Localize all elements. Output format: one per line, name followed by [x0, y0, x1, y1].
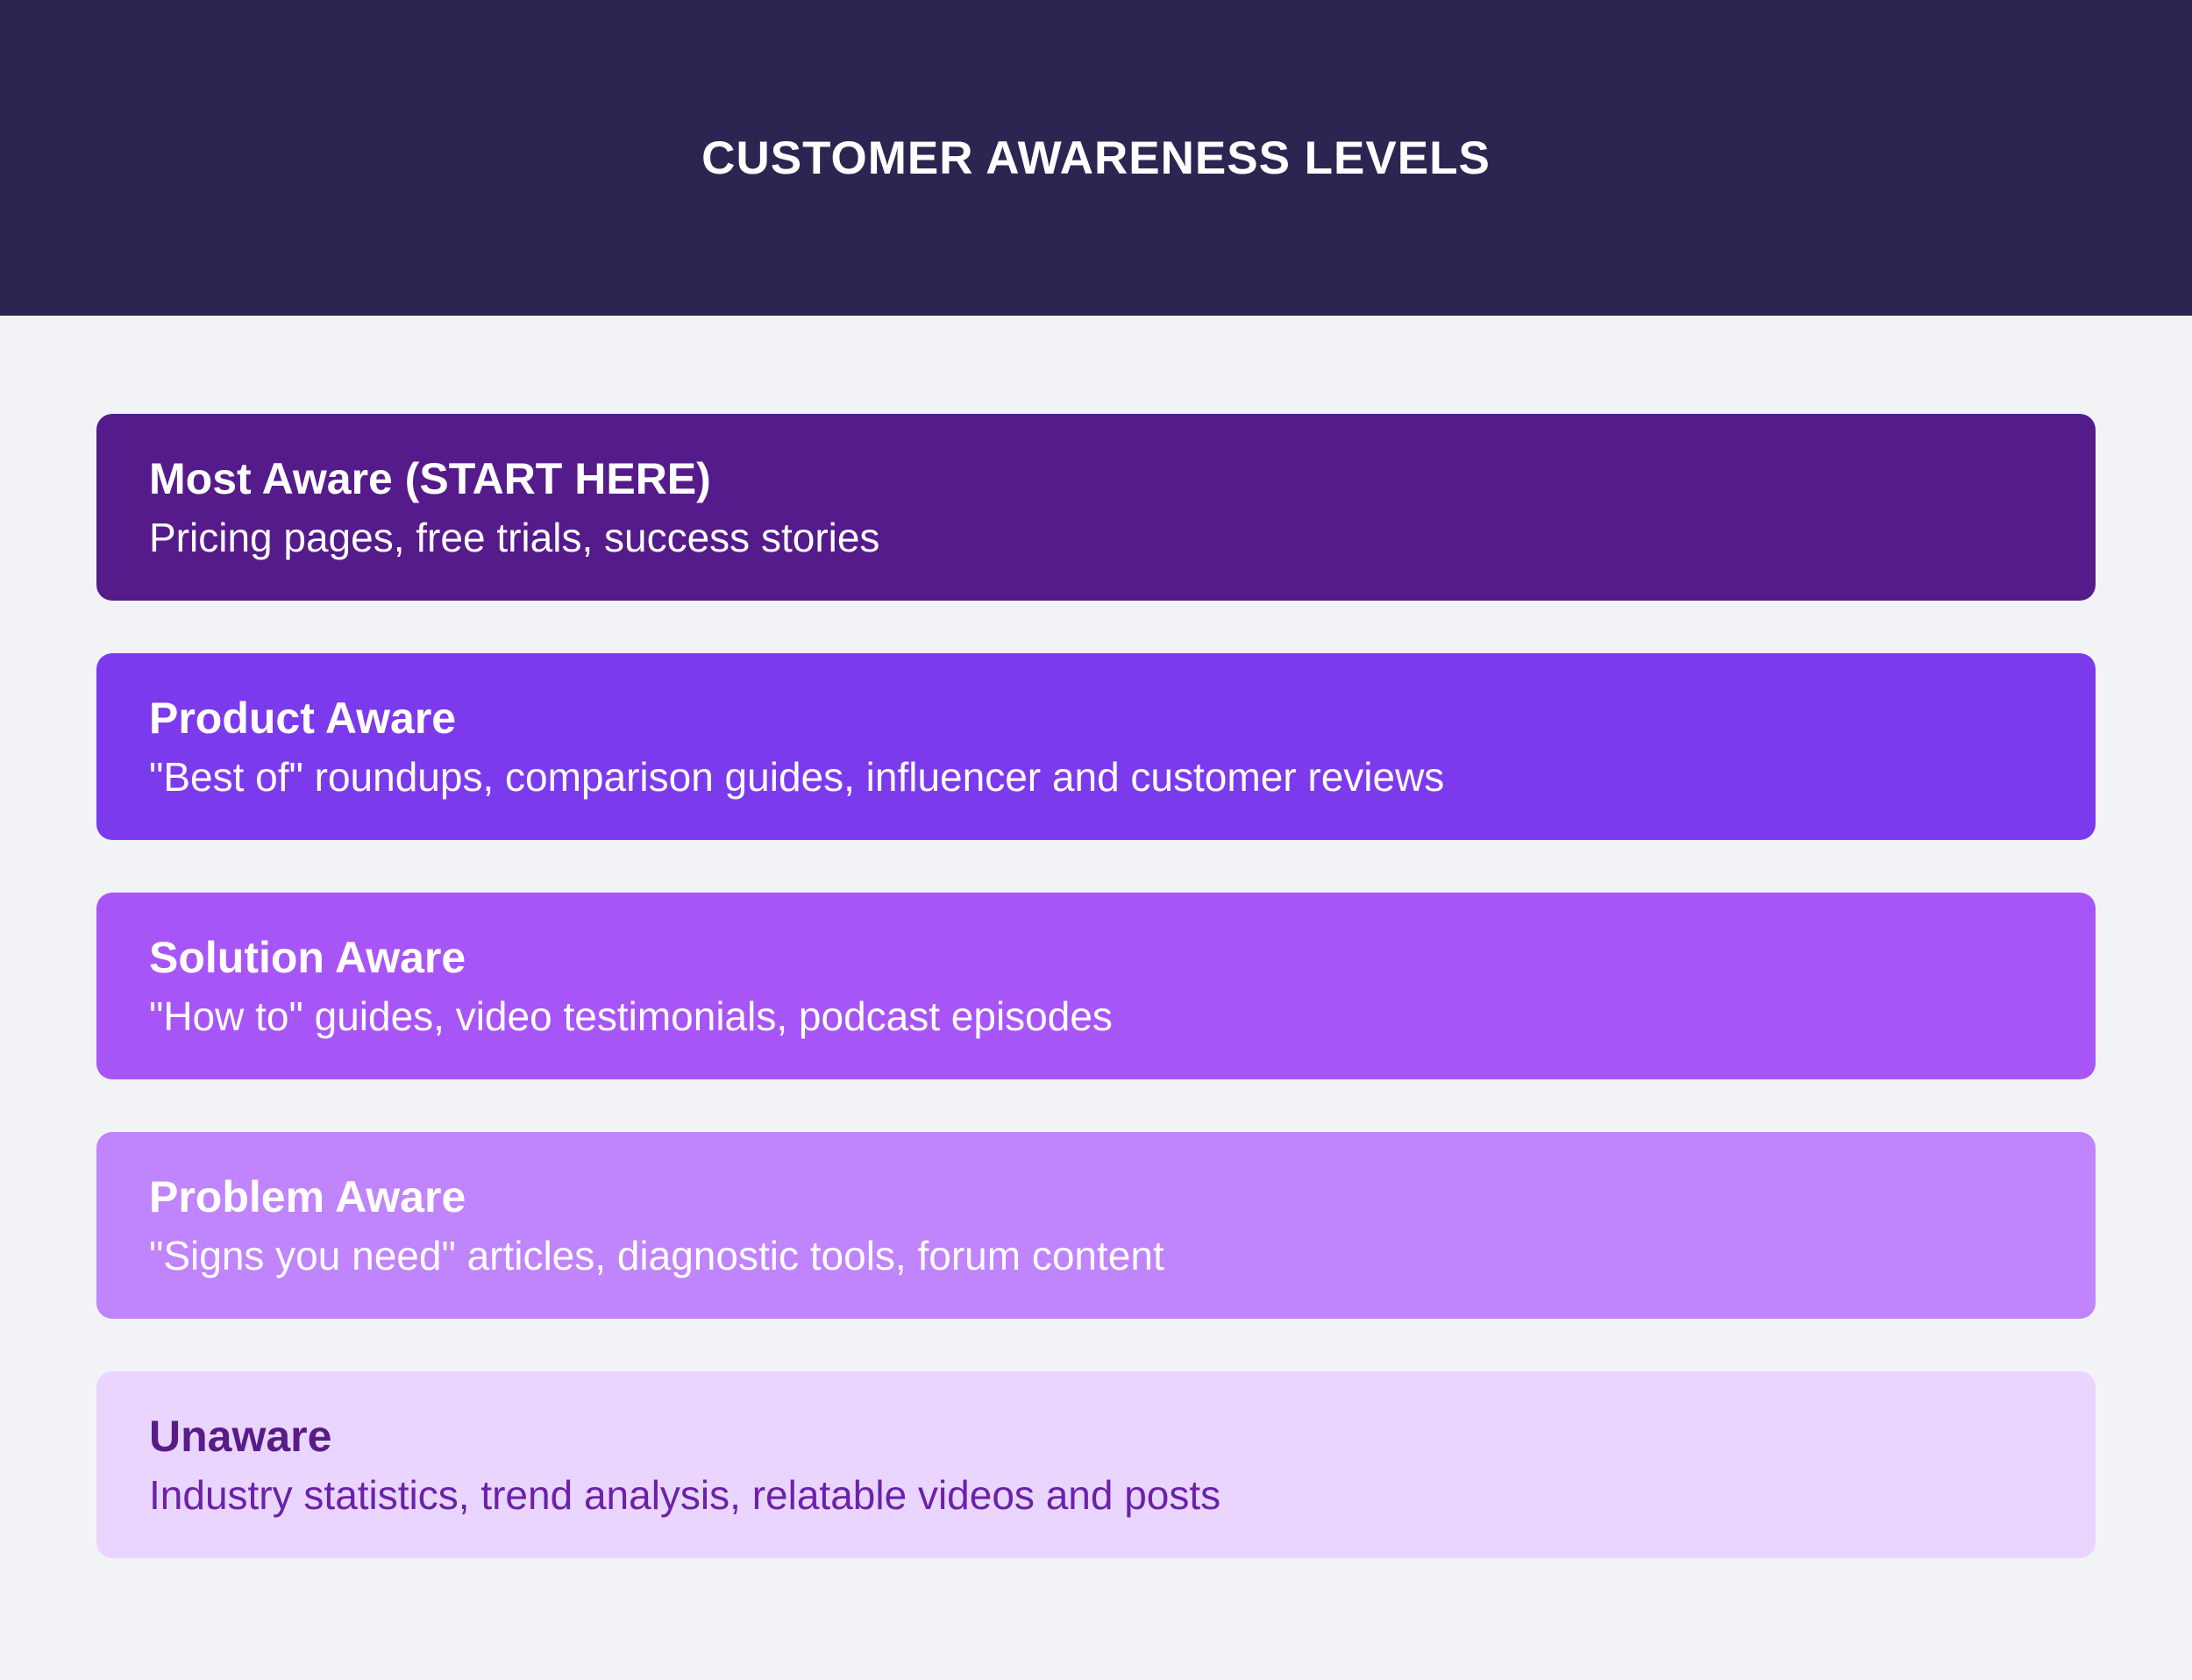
level-description: "Best of" roundups, comparison guides, i… [149, 753, 1445, 800]
level-title: Solution Aware [149, 932, 466, 982]
level-description: "How to" guides, video testimonials, pod… [149, 993, 1113, 1039]
level-title: Unaware [149, 1411, 332, 1461]
level-description: Pricing pages, free trials, success stor… [149, 514, 880, 560]
level-card-problem-aware: Problem Aware "Signs you need" articles,… [96, 1132, 2096, 1319]
page-title: CUSTOMER AWARENESS LEVELS [701, 132, 1491, 184]
level-description: "Signs you need" articles, diagnostic to… [149, 1232, 1164, 1278]
level-title: Problem Aware [149, 1171, 466, 1221]
header-banner: CUSTOMER AWARENESS LEVELS [0, 0, 2192, 316]
level-card-most-aware: Most Aware (START HERE) Pricing pages, f… [96, 414, 2096, 601]
level-card-solution-aware: Solution Aware "How to" guides, video te… [96, 893, 2096, 1079]
levels-list: Most Aware (START HERE) Pricing pages, f… [96, 414, 2096, 1558]
level-card-unaware: Unaware Industry statistics, trend analy… [96, 1371, 2096, 1558]
level-description: Industry statistics, trend analysis, rel… [149, 1471, 1221, 1518]
level-card-product-aware: Product Aware "Best of" roundups, compar… [96, 653, 2096, 840]
level-title: Product Aware [149, 693, 457, 743]
level-title: Most Aware (START HERE) [149, 453, 711, 503]
